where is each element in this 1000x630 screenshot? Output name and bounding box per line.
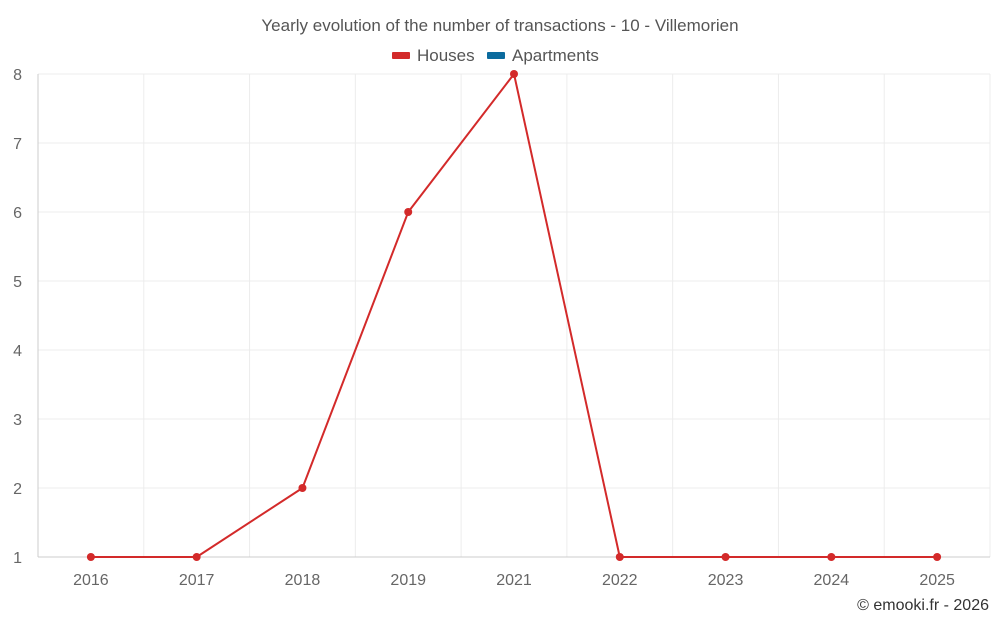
legend-label: Houses — [417, 46, 475, 65]
data-point[interactable] — [933, 553, 942, 561]
y-tick-label: 1 — [13, 550, 22, 567]
x-tick-label: 2018 — [285, 572, 321, 589]
credit-text: © emooki.fr - 2026 — [857, 597, 989, 614]
data-point[interactable] — [721, 553, 730, 561]
legend-item-houses[interactable]: Houses — [392, 46, 475, 65]
legend-swatch — [487, 52, 505, 59]
x-tick-label: 2022 — [602, 572, 638, 589]
series-line-houses — [90, 73, 938, 558]
grid — [37, 73, 991, 558]
data-point[interactable] — [615, 553, 624, 561]
chart-title: Yearly evolution of the number of transa… — [261, 16, 738, 35]
data-point[interactable] — [86, 553, 95, 561]
x-tick-label: 2016 — [73, 572, 109, 589]
data-point[interactable] — [510, 70, 518, 78]
x-tick-label: 2017 — [179, 572, 215, 589]
data-point[interactable] — [298, 484, 307, 492]
data-point[interactable] — [404, 208, 413, 216]
y-tick-label: 4 — [13, 343, 22, 360]
x-tick-label: 2019 — [390, 572, 426, 589]
axes: 1 2 3 4 5 6 7 8 2016 2017 2018 2019 2021 2022 2023 2024… — [13, 67, 990, 589]
series-layer — [86, 70, 942, 561]
y-tick-label: 3 — [13, 412, 22, 429]
y-tick-label: 8 — [13, 67, 22, 84]
legend-item-apartments[interactable]: Apartments — [487, 46, 599, 65]
legend-swatch — [392, 52, 410, 59]
data-point[interactable] — [192, 553, 201, 561]
legend: Houses Apartments — [392, 46, 599, 65]
x-tick-label: 2024 — [814, 572, 850, 589]
y-tick-label: 5 — [13, 274, 22, 291]
y-tick-label: 2 — [13, 481, 22, 498]
legend-label: Apartments — [512, 46, 599, 65]
x-tick-label: 2023 — [708, 572, 744, 589]
x-tick-label: 2025 — [919, 572, 955, 589]
x-tick-label: 2021 — [496, 572, 532, 589]
y-tick-label: 7 — [13, 136, 22, 153]
y-tick-label: 6 — [13, 205, 22, 222]
data-point[interactable] — [827, 553, 836, 561]
